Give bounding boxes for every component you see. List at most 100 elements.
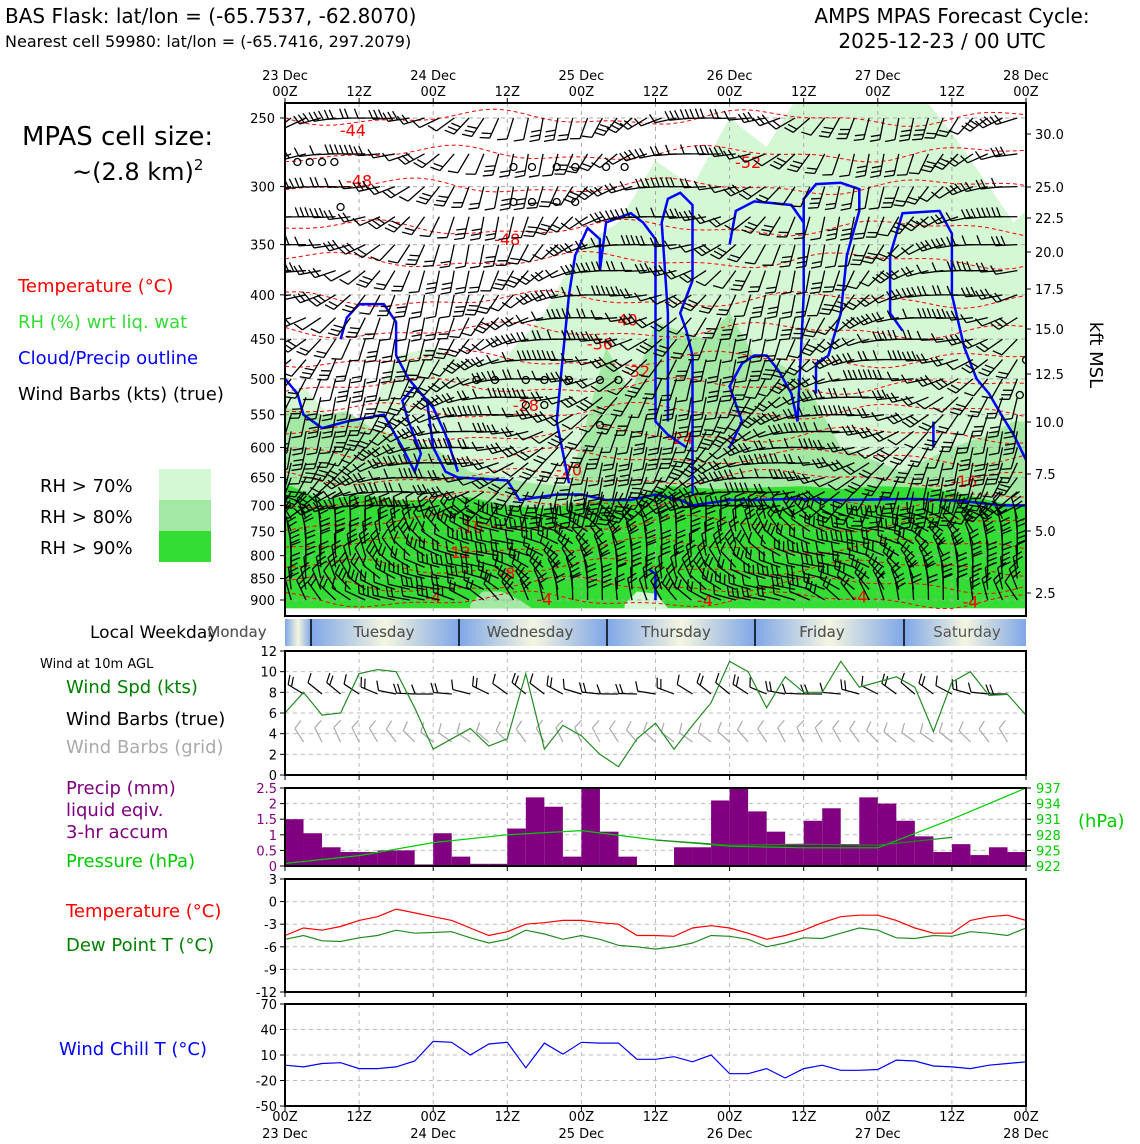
wind-barb-flag	[845, 680, 846, 690]
kft-axis-label: kft MSL	[1085, 322, 1106, 388]
pressure-tick-label: 300	[250, 181, 275, 196]
wind-barb-flag	[791, 206, 801, 207]
wind-barb-flag	[408, 260, 418, 261]
wind-barb-flag	[539, 206, 549, 207]
wind-barb-flag	[766, 681, 768, 691]
wind-barb-flag	[966, 123, 974, 128]
legend-rh80-swatch	[159, 500, 211, 531]
wind-barb-flag	[761, 379, 771, 380]
wind-barb-flag	[695, 109, 699, 118]
wind-barb-shaft	[273, 118, 291, 131]
top-day-label: 24 Dec	[410, 69, 456, 84]
wind-barb-shaft	[306, 339, 321, 355]
wind-barb-flag	[719, 310, 729, 311]
wind-barb-flag	[897, 498, 907, 499]
header-cycle-label: AMPS MPAS Forecast Cycle:	[814, 4, 1089, 28]
wind-barb-flag	[582, 136, 592, 137]
wind-barb-shaft	[292, 360, 306, 377]
wind-barb-shaft	[610, 729, 619, 742]
wind-barb-flag	[882, 492, 892, 493]
wind-barb-shaft	[416, 245, 425, 265]
wind-barb-flag	[424, 339, 434, 340]
wind-barb-shaft	[567, 118, 572, 139]
wind-barb-flag	[344, 145, 348, 154]
wind-barb-flag	[837, 285, 847, 286]
kft-tick-label: 30.0	[1035, 128, 1064, 143]
wind-barb-shaft	[447, 318, 454, 339]
wind-barb-flag	[302, 373, 312, 375]
wind-barb-flag	[368, 223, 376, 229]
wind-barb-flag	[974, 426, 984, 427]
wind-barb-flag	[437, 541, 438, 551]
wind-barb-flag	[294, 324, 302, 330]
wind-barb-flag	[958, 448, 968, 449]
wind-barb-shaft	[450, 245, 455, 267]
precip-bar	[341, 852, 360, 866]
weekday-name-top: Friday	[799, 623, 845, 641]
wind-barb-flag	[454, 238, 464, 239]
wind-barb-shaft	[434, 318, 439, 339]
wind-barb-flag	[529, 140, 539, 142]
wind-barb-flag	[586, 468, 596, 469]
wind-barb-flag	[363, 277, 372, 280]
wind-barb-flag	[387, 189, 395, 195]
wind-barb-flag	[305, 368, 315, 370]
wind-barb-flag	[311, 329, 320, 333]
wind-barb-flag	[264, 315, 270, 323]
weekday-name-top: Thursday	[640, 623, 711, 641]
wind-barb-flag	[388, 224, 397, 228]
wind-barb-flag	[500, 171, 510, 173]
wind-barb-flag	[325, 305, 334, 310]
wind-barb-flag	[600, 212, 606, 220]
wind-barb-flag	[465, 314, 475, 315]
panel-y-tick-label: 40	[260, 1024, 277, 1039]
wind-barb-flag	[912, 139, 922, 140]
hpa-axis-label: (hPa)	[1078, 811, 1125, 832]
legend-rh90-swatch	[159, 531, 211, 562]
wind-barb-flag	[1001, 469, 1011, 470]
wind-barb-flag	[778, 720, 785, 728]
wind-barb-flag	[334, 720, 341, 727]
wind-barb-flag	[455, 292, 465, 294]
wind-barb-shaft	[430, 217, 440, 237]
wind-barb-flag	[462, 134, 472, 136]
wind-barb-flag	[267, 518, 276, 522]
wind-barb-shaft	[403, 731, 414, 742]
wind-barb-flag	[956, 680, 957, 690]
wind-barb-flag	[570, 462, 580, 463]
wind-barb-flag	[358, 249, 366, 254]
calm-circle	[529, 164, 536, 171]
wind-barb-shaft	[758, 729, 767, 742]
wind-barb-flag	[497, 139, 507, 140]
wind-barb-flag	[952, 679, 953, 689]
wind-barb-flag	[350, 328, 360, 329]
wind-barb-flag	[368, 351, 378, 352]
wind-barb-shaft	[412, 217, 425, 235]
bottom-day-label: 25 Dec	[558, 1127, 604, 1140]
wind-barb-shaft	[361, 687, 378, 694]
wind-barb-flag	[690, 436, 700, 437]
wind-barb-flag	[645, 394, 655, 395]
wind-barb-flag	[738, 721, 743, 730]
cell-size-value: ~(2.8 km)2	[72, 156, 203, 186]
top-hour-label: 12Z	[495, 85, 521, 100]
wind-barb-flag	[402, 232, 412, 235]
wind-barb-flag	[610, 125, 619, 130]
panel-y-tick-label: 0	[269, 896, 277, 911]
wind-barb-flag	[515, 171, 525, 173]
wind-barb-flag	[477, 311, 487, 313]
wind-barb-flag	[324, 274, 332, 281]
wind-barb-shaft	[302, 318, 320, 330]
kft-tick-label: 20.0	[1035, 246, 1064, 261]
wind-barb-flag	[467, 126, 477, 128]
wind-barb-shaft	[391, 339, 395, 361]
wind-barb-flag	[685, 109, 689, 118]
wind-barb-flag	[325, 145, 329, 154]
wind-barb-flag	[317, 467, 327, 468]
wind-barb-flag	[516, 199, 526, 200]
kft-tick-label: 10.0	[1035, 416, 1064, 431]
precip-bar	[563, 857, 582, 866]
precip-bar	[711, 800, 730, 866]
wind-barb-flag	[300, 207, 304, 216]
